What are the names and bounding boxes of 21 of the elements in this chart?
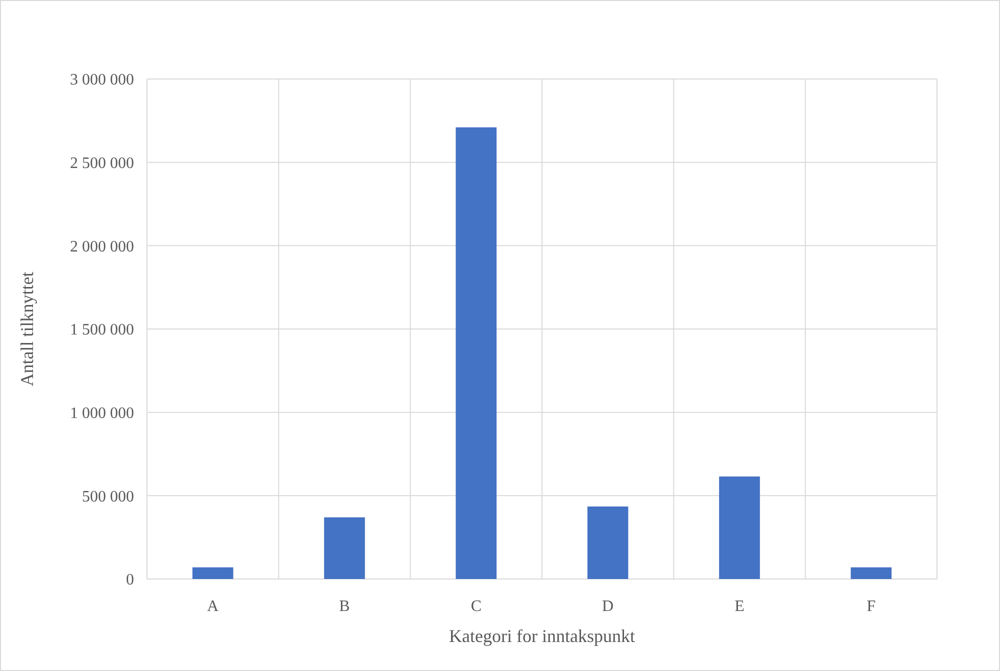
- x-tick-label: A: [207, 598, 220, 615]
- x-tick-label: C: [470, 598, 482, 615]
- x-tick-label: B: [339, 598, 350, 615]
- bar: [850, 567, 892, 579]
- x-tick-label: F: [866, 598, 876, 615]
- x-axis-title: Kategori for inntakspunkt: [449, 626, 635, 646]
- y-tick-label: 1 500 000: [70, 322, 134, 339]
- y-tick-label: 2 500 000: [70, 154, 134, 172]
- bar: [587, 506, 628, 579]
- y-tick-label: 3 000 000: [70, 72, 134, 89]
- bar: [192, 567, 234, 579]
- y-tick-label: 500 000: [82, 488, 134, 506]
- x-tick-label: E: [734, 598, 744, 615]
- bar: [456, 127, 497, 579]
- bar: [324, 517, 365, 579]
- y-tick-label: 2 000 000: [70, 238, 134, 256]
- bar: [719, 476, 760, 579]
- y-axis-title: Antall tilknyttet: [17, 272, 37, 386]
- x-tick-label: D: [602, 598, 614, 615]
- y-tick-label: 1 000 000: [70, 404, 134, 422]
- y-tick-label: 0: [126, 572, 134, 589]
